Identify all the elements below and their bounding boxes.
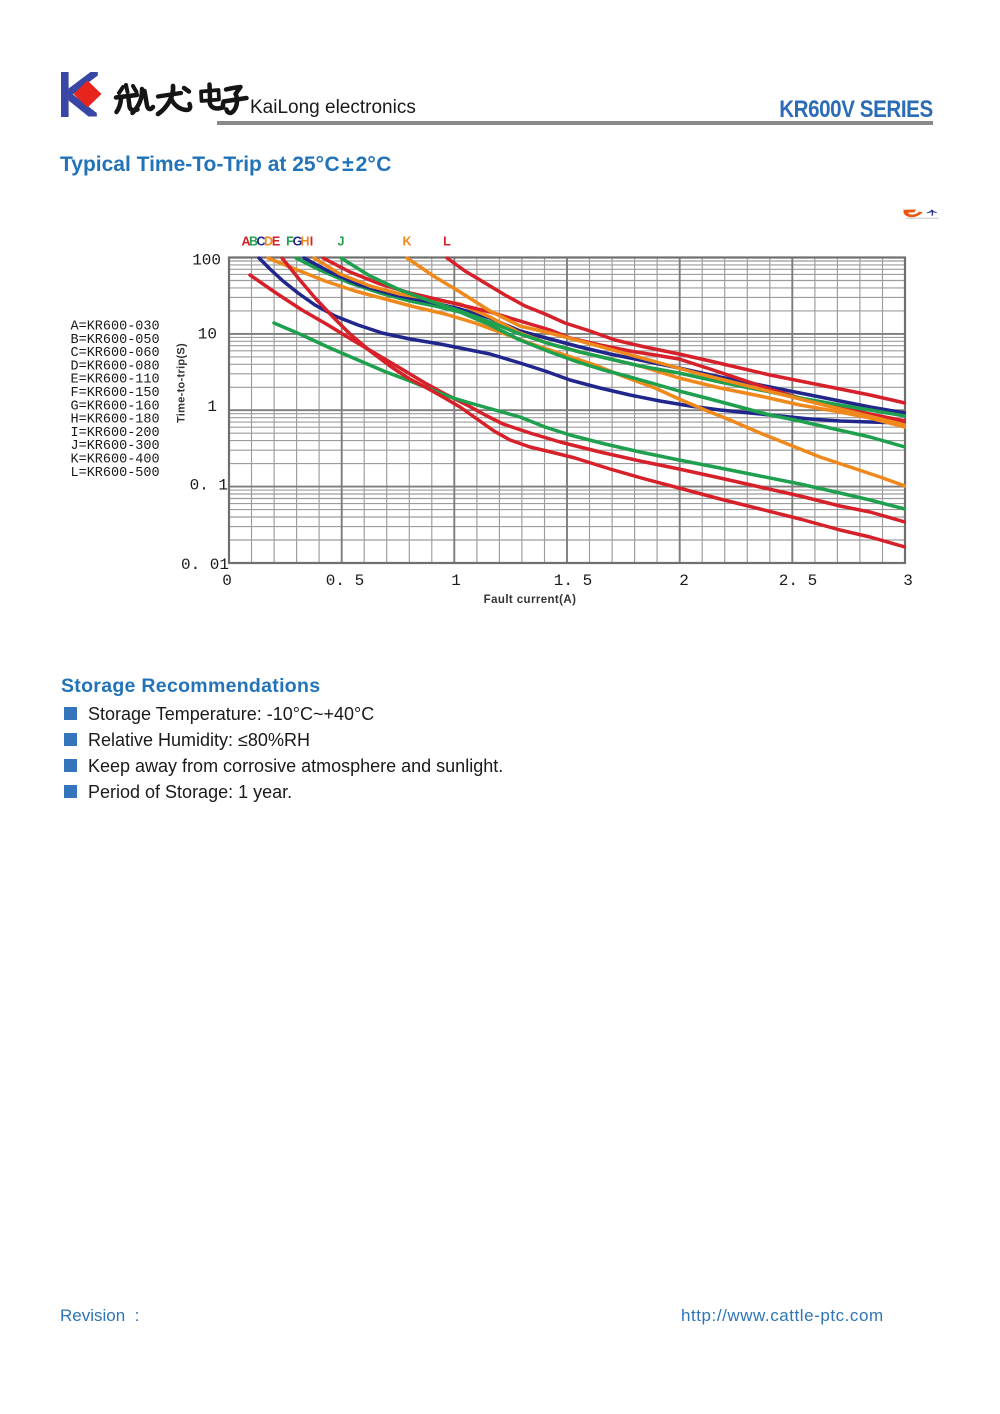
svg-text:J=KR600-300: J=KR600-300 xyxy=(71,439,160,454)
svg-text:I=KR600-200: I=KR600-200 xyxy=(71,426,160,441)
svg-text:Time-to-trip(S): Time-to-trip(S) xyxy=(176,343,188,423)
svg-text:100: 100 xyxy=(192,252,221,270)
svg-text:B: B xyxy=(249,235,258,249)
svg-text:J: J xyxy=(338,235,345,249)
svg-text:D=KR600-080: D=KR600-080 xyxy=(71,359,160,374)
svg-text:A: A xyxy=(241,235,250,249)
svg-text:G: G xyxy=(293,235,303,249)
svg-text:E=KR600-110: E=KR600-110 xyxy=(71,373,160,388)
svg-text:C=KR600-060: C=KR600-060 xyxy=(71,346,160,361)
svg-text:10: 10 xyxy=(198,326,217,344)
svg-text:0. 1: 0. 1 xyxy=(190,477,228,495)
svg-text:G=KR600-160: G=KR600-160 xyxy=(71,399,160,414)
svg-text:K: K xyxy=(402,235,411,249)
svg-text:0. 01: 0. 01 xyxy=(181,556,229,574)
svg-text:0: 0 xyxy=(222,572,232,590)
svg-text:F=KR600-150: F=KR600-150 xyxy=(71,386,160,401)
svg-text:2. 5: 2. 5 xyxy=(779,572,817,590)
svg-text:1: 1 xyxy=(451,572,461,590)
svg-text:0. 5: 0. 5 xyxy=(326,572,364,590)
svg-text:D: D xyxy=(264,235,273,249)
svg-text:L=KR600-500: L=KR600-500 xyxy=(71,466,160,481)
svg-text:1: 1 xyxy=(207,398,217,416)
svg-text:3: 3 xyxy=(903,572,913,590)
svg-text:F: F xyxy=(286,235,294,249)
svg-text:L: L xyxy=(443,235,451,249)
svg-text:B=KR600-050: B=KR600-050 xyxy=(71,333,160,348)
svg-text:Fault current(A): Fault current(A) xyxy=(484,594,577,606)
svg-text:2: 2 xyxy=(679,572,689,590)
svg-text:I: I xyxy=(310,235,313,249)
svg-text:H: H xyxy=(300,235,309,249)
svg-text:H=KR600-180: H=KR600-180 xyxy=(71,413,160,428)
svg-text:K=KR600-400: K=KR600-400 xyxy=(71,453,160,468)
svg-text:1. 5: 1. 5 xyxy=(554,572,592,590)
svg-text:E: E xyxy=(272,235,280,249)
svg-text:A=KR600-030: A=KR600-030 xyxy=(71,320,160,335)
svg-text:C: C xyxy=(256,235,265,249)
